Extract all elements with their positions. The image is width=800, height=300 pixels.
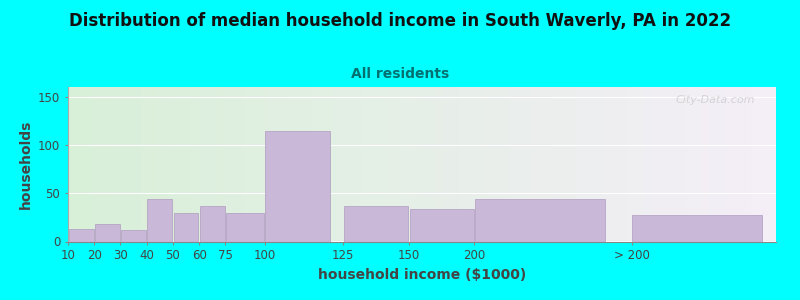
Bar xyxy=(121,230,146,242)
Bar xyxy=(475,199,605,242)
Bar xyxy=(95,224,120,242)
Bar xyxy=(266,131,330,242)
Bar xyxy=(344,206,408,242)
Bar xyxy=(200,206,225,242)
Text: Distribution of median household income in South Waverly, PA in 2022: Distribution of median household income … xyxy=(69,12,731,30)
Bar xyxy=(147,199,172,242)
Y-axis label: households: households xyxy=(18,120,33,209)
Bar xyxy=(410,209,474,242)
X-axis label: household income ($1000): household income ($1000) xyxy=(318,268,526,282)
Bar xyxy=(69,229,94,242)
Bar xyxy=(226,212,264,242)
Bar xyxy=(633,215,762,242)
Text: All residents: All residents xyxy=(351,68,449,82)
Text: City-Data.com: City-Data.com xyxy=(675,95,754,105)
Bar xyxy=(174,212,198,242)
